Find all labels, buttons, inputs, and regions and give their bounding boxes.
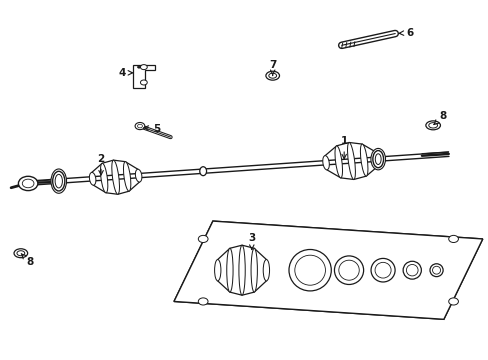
Ellipse shape xyxy=(370,258,394,282)
Ellipse shape xyxy=(374,154,380,165)
Text: 2: 2 xyxy=(97,154,104,175)
Ellipse shape xyxy=(263,260,269,281)
Text: 8: 8 xyxy=(21,253,33,267)
Circle shape xyxy=(448,235,458,243)
Ellipse shape xyxy=(432,266,440,274)
Ellipse shape xyxy=(51,169,66,193)
Ellipse shape xyxy=(268,73,276,78)
Text: 6: 6 xyxy=(398,28,412,38)
Ellipse shape xyxy=(294,255,325,285)
Ellipse shape xyxy=(112,160,119,194)
Polygon shape xyxy=(174,221,482,319)
Polygon shape xyxy=(132,64,154,88)
Ellipse shape xyxy=(322,156,328,170)
Circle shape xyxy=(140,64,147,69)
Polygon shape xyxy=(23,152,448,186)
Ellipse shape xyxy=(334,146,342,178)
Ellipse shape xyxy=(239,245,244,295)
Circle shape xyxy=(198,298,207,305)
Ellipse shape xyxy=(406,265,417,276)
Polygon shape xyxy=(174,221,482,319)
Ellipse shape xyxy=(372,150,383,168)
Ellipse shape xyxy=(402,261,421,279)
Ellipse shape xyxy=(288,249,330,291)
Ellipse shape xyxy=(250,248,257,292)
Text: 7: 7 xyxy=(268,60,276,76)
Circle shape xyxy=(135,122,144,130)
Ellipse shape xyxy=(226,248,233,292)
Circle shape xyxy=(19,176,38,190)
Ellipse shape xyxy=(17,251,25,256)
Circle shape xyxy=(137,66,140,68)
Ellipse shape xyxy=(429,264,442,276)
Ellipse shape xyxy=(135,169,142,182)
Circle shape xyxy=(22,179,34,188)
Ellipse shape xyxy=(89,172,96,185)
Ellipse shape xyxy=(428,123,437,128)
Ellipse shape xyxy=(370,148,385,170)
Ellipse shape xyxy=(338,260,359,280)
Ellipse shape xyxy=(14,249,28,258)
Ellipse shape xyxy=(374,262,390,278)
Circle shape xyxy=(137,124,142,128)
Ellipse shape xyxy=(373,152,379,166)
Ellipse shape xyxy=(200,167,206,176)
Ellipse shape xyxy=(214,260,221,281)
Circle shape xyxy=(140,80,147,85)
Ellipse shape xyxy=(53,171,65,191)
Text: 5: 5 xyxy=(143,124,161,134)
Ellipse shape xyxy=(425,121,440,130)
Ellipse shape xyxy=(265,71,279,80)
Text: 8: 8 xyxy=(433,111,446,125)
Circle shape xyxy=(448,298,458,305)
Ellipse shape xyxy=(123,162,131,191)
Ellipse shape xyxy=(360,144,367,176)
Ellipse shape xyxy=(347,143,355,180)
Text: 3: 3 xyxy=(248,233,255,249)
Ellipse shape xyxy=(100,163,107,193)
Text: 4: 4 xyxy=(118,68,132,78)
Ellipse shape xyxy=(334,256,363,284)
Text: 1: 1 xyxy=(340,136,347,159)
Circle shape xyxy=(198,235,207,243)
Ellipse shape xyxy=(55,174,62,188)
